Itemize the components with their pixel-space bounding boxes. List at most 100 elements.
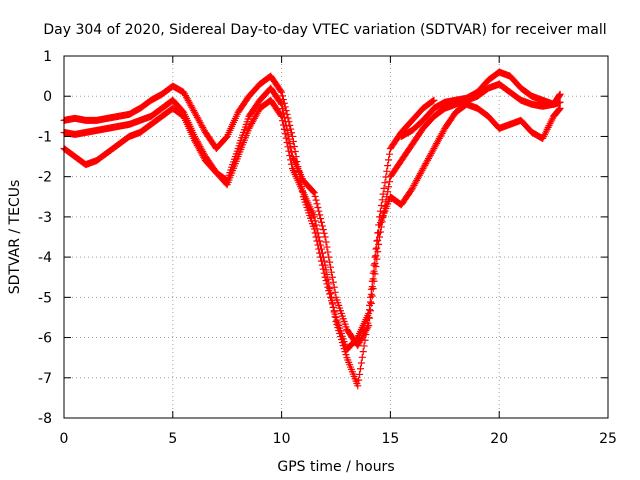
data-point-marker bbox=[385, 156, 393, 164]
data-point-marker bbox=[327, 289, 335, 297]
data-point-marker bbox=[379, 190, 387, 198]
data-point-marker bbox=[363, 325, 371, 333]
data-point-marker bbox=[279, 105, 287, 113]
data-point-marker bbox=[319, 226, 327, 234]
data-point-marker bbox=[316, 237, 324, 245]
data-point-marker bbox=[429, 97, 437, 105]
y-tick-label: -3 bbox=[38, 210, 52, 226]
data-point-marker bbox=[331, 313, 339, 321]
data-point-marker bbox=[280, 125, 288, 133]
data-point-marker bbox=[358, 353, 366, 361]
series-track-4 bbox=[397, 68, 564, 140]
data-point-marker bbox=[366, 298, 374, 306]
data-point-marker bbox=[381, 179, 389, 187]
data-point-marker bbox=[284, 143, 292, 151]
data-point-marker bbox=[384, 162, 392, 170]
data-point-marker bbox=[290, 143, 298, 150]
data-point-marker bbox=[361, 336, 369, 344]
data-point-marker bbox=[367, 290, 375, 298]
data-point-marker bbox=[384, 188, 392, 196]
data-point-marker bbox=[362, 331, 370, 339]
data-point-marker bbox=[377, 201, 385, 209]
y-tick-label: -6 bbox=[38, 331, 52, 347]
data-point-marker bbox=[321, 233, 329, 241]
data-point-marker bbox=[327, 268, 335, 276]
data-point-marker bbox=[366, 314, 374, 322]
x-tick-label: 5 bbox=[168, 431, 177, 447]
y-tick-label: -5 bbox=[38, 290, 52, 306]
data-point-marker bbox=[326, 258, 334, 266]
data-point-marker bbox=[324, 248, 332, 256]
data-point-marker bbox=[355, 376, 363, 384]
data-point-marker bbox=[337, 333, 345, 341]
data-point-marker bbox=[286, 152, 294, 160]
data-point-marker bbox=[367, 299, 375, 307]
data-point-marker bbox=[326, 285, 334, 293]
data-point-marker bbox=[430, 96, 438, 104]
data-point-marker bbox=[317, 245, 325, 253]
data-point-marker bbox=[378, 196, 386, 204]
data-point-marker bbox=[279, 92, 287, 100]
data-point-marker bbox=[383, 167, 391, 175]
y-tick-label: -4 bbox=[38, 250, 52, 266]
data-point-marker bbox=[284, 114, 292, 122]
data-point-marker bbox=[313, 200, 321, 208]
data-point-marker bbox=[286, 121, 294, 129]
data-point-marker bbox=[342, 351, 350, 359]
data-point-marker bbox=[317, 218, 325, 226]
data-point-marker bbox=[332, 317, 340, 325]
x-tick-label: 25 bbox=[599, 431, 617, 447]
data-point-marker bbox=[365, 313, 373, 321]
data-point-marker bbox=[278, 100, 286, 108]
data-point-marker bbox=[281, 130, 289, 138]
data-point-marker bbox=[311, 217, 319, 225]
data-point-marker bbox=[370, 261, 378, 269]
data-point-marker bbox=[277, 111, 285, 119]
data-point-marker bbox=[310, 189, 318, 197]
data-point-marker bbox=[335, 327, 343, 335]
chart-title: Day 304 of 2020, Sidereal Day-to-day VTE… bbox=[43, 22, 606, 38]
data-point-marker bbox=[364, 319, 372, 327]
data-point-marker bbox=[279, 121, 287, 129]
data-point-marker bbox=[385, 183, 393, 191]
data-point-marker bbox=[287, 156, 295, 164]
data-point-marker bbox=[357, 359, 365, 367]
data-point-marker bbox=[311, 192, 319, 200]
data-point-marker bbox=[277, 99, 285, 107]
data-point-marker bbox=[368, 283, 376, 291]
data-point-marker bbox=[309, 188, 317, 196]
data-point-marker bbox=[282, 134, 290, 142]
data-point-marker bbox=[320, 257, 328, 265]
data-point-marker bbox=[314, 229, 322, 237]
y-tick-label: -2 bbox=[38, 170, 52, 186]
data-point-marker bbox=[360, 342, 368, 350]
data-point-marker bbox=[312, 221, 320, 229]
data-point-marker bbox=[313, 225, 321, 233]
data-point-marker bbox=[556, 90, 564, 98]
data-point-marker bbox=[316, 211, 324, 219]
data-point-marker bbox=[329, 278, 337, 286]
x-tick-label: 0 bbox=[60, 431, 69, 447]
data-point-marker bbox=[385, 150, 393, 158]
data-point-marker bbox=[330, 283, 338, 291]
data-point-marker bbox=[319, 253, 327, 261]
data-point-marker bbox=[288, 132, 296, 140]
data-point-marker bbox=[288, 129, 296, 137]
x-tick-label: 10 bbox=[273, 431, 291, 447]
y-tick-label: 1 bbox=[43, 49, 52, 65]
data-point-marker bbox=[369, 275, 377, 283]
data-point-marker bbox=[314, 204, 322, 212]
data-point-marker bbox=[325, 280, 333, 288]
data-point-marker bbox=[324, 275, 332, 283]
data-point-marker bbox=[375, 229, 383, 237]
data-points bbox=[60, 68, 564, 390]
data-point-marker bbox=[322, 266, 330, 274]
data-point-marker bbox=[288, 160, 296, 168]
data-point-marker bbox=[340, 345, 348, 353]
data-point-marker bbox=[322, 238, 330, 246]
data-point-marker bbox=[333, 320, 341, 328]
data-point-marker bbox=[323, 243, 331, 251]
data-point-marker bbox=[356, 365, 364, 373]
series-track-3 bbox=[60, 96, 564, 390]
